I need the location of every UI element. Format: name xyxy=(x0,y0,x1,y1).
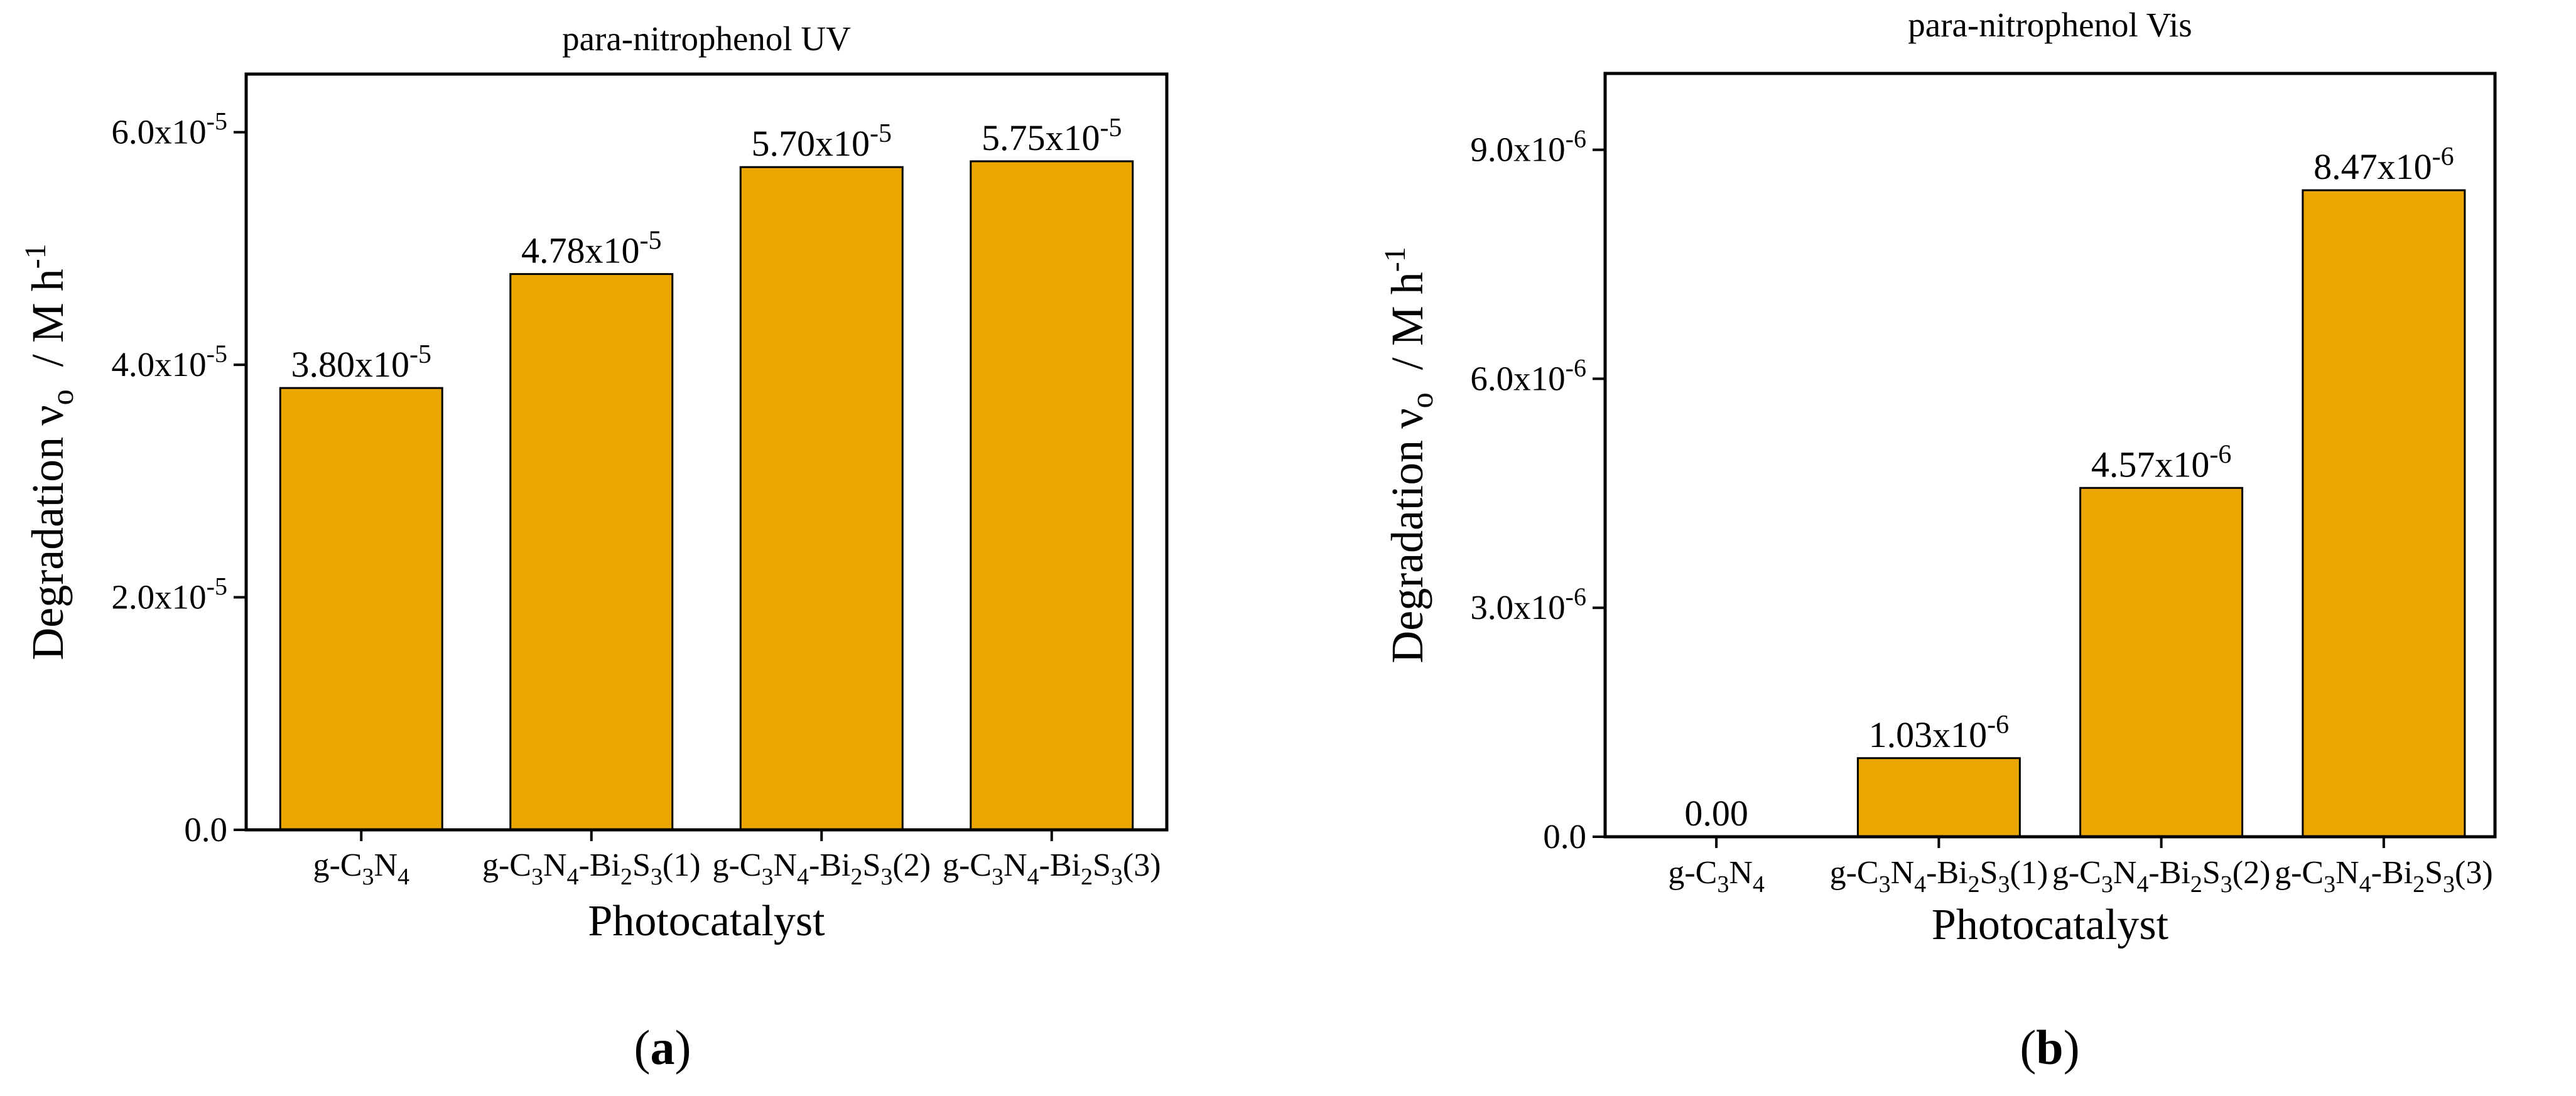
bar-3 xyxy=(2079,486,2244,838)
x-tick-label-1: g-C3N4 xyxy=(313,847,409,890)
plot-frame xyxy=(244,72,1169,832)
data-label-1: 3.80x10-5 xyxy=(291,340,432,385)
data-label-2: 4.78x10-5 xyxy=(521,227,662,271)
bar-4 xyxy=(970,160,1134,831)
x-tick-label-2: g-C3N4-Bi2S3(1) xyxy=(482,847,701,890)
y-tick-label-2: 3.0x10-6 xyxy=(1470,583,1586,626)
data-label-4: 5.75x10-5 xyxy=(982,114,1122,158)
chart-title: para-nitrophenol Vis xyxy=(1908,6,2192,44)
x-tick-label-1: g-C3N4 xyxy=(1668,855,1765,898)
x-axis-label: Photocatalyst xyxy=(588,897,825,945)
y-axis-label: Degradation νo / M h-1 xyxy=(1378,247,1439,663)
y-tick-label-2: 2.0x10-5 xyxy=(111,572,227,616)
y-axis-label: Degradation νo / M h-1 xyxy=(19,244,80,660)
chart-vis: para-nitrophenol Vis 0.00 1.03x10-6 4.57x10… xyxy=(1378,6,2497,949)
y-tick-label-4: 9.0x10-6 xyxy=(1470,125,1586,169)
x-tick-label-4: g-C3N4-Bi2S3(3) xyxy=(2275,855,2493,898)
bar-2 xyxy=(1856,757,2021,838)
chart-uv: para-nitrophenol UV 3.80x10-5 4.78x10-5 5.7… xyxy=(19,19,1169,945)
x-axis-label: Photocatalyst xyxy=(1932,901,2169,949)
y-tick-label-3: 4.0x10-5 xyxy=(111,340,227,384)
bar-1 xyxy=(279,387,443,831)
x-tick-label-4: g-C3N4-Bi2S3(3) xyxy=(943,847,1161,890)
x-tick-label-3: g-C3N4-Bi2S3(2) xyxy=(712,847,931,890)
y-tick-label-1: 0.0 xyxy=(1543,817,1586,856)
panel-label-a: (a) xyxy=(634,1020,691,1075)
y-tick-label-4: 6.0x10-5 xyxy=(111,107,227,151)
data-label-4: 8.47x10-6 xyxy=(2314,142,2454,187)
chart-title: para-nitrophenol UV xyxy=(562,19,851,58)
x-tick-label-3: g-C3N4-Bi2S3(2) xyxy=(2052,855,2271,898)
bar-4 xyxy=(2302,189,2466,838)
data-label-2: 1.03x10-6 xyxy=(1869,711,2010,755)
bar-3 xyxy=(739,166,904,831)
plot-frame xyxy=(1603,72,2497,839)
data-label-3: 4.57x10-6 xyxy=(2091,440,2232,485)
y-tick-label-1: 0.0 xyxy=(184,810,227,849)
panel-label-b: (b) xyxy=(2020,1020,2079,1075)
x-tick-label-2: g-C3N4-Bi2S3(1) xyxy=(1830,855,2048,898)
data-label-3: 5.70x10-5 xyxy=(752,119,892,164)
data-label-1: 0.00 xyxy=(1684,793,1748,834)
y-tick-label-3: 6.0x10-6 xyxy=(1470,353,1586,397)
bar-2 xyxy=(509,273,674,831)
